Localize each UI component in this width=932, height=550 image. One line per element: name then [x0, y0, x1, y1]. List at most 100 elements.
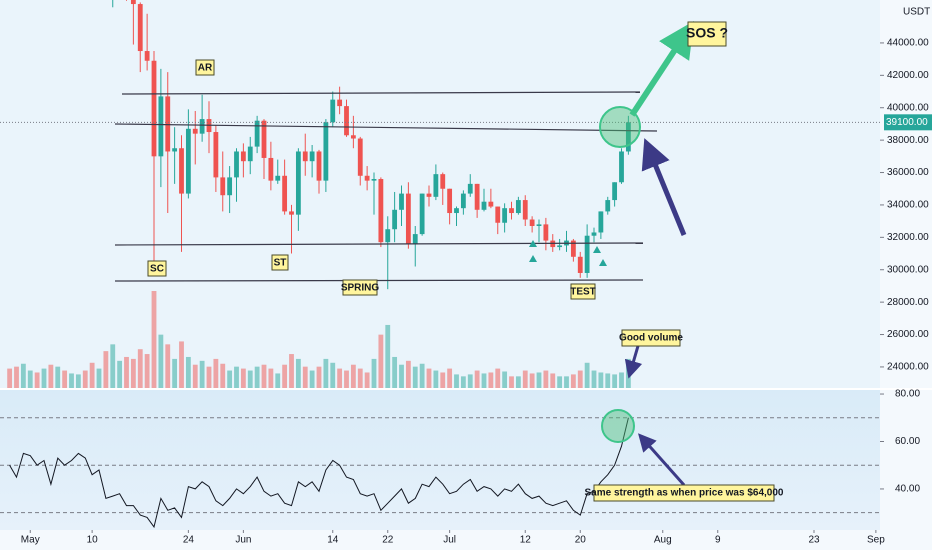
volume-bar	[137, 349, 143, 388]
x-tick-label: Sep	[867, 535, 885, 546]
volume-bar	[474, 370, 480, 388]
candle-body	[584, 235, 590, 273]
volume-bar	[41, 368, 47, 388]
candle-body	[371, 179, 377, 181]
volume-bar	[557, 376, 563, 388]
volume-bar	[151, 291, 157, 388]
candle-body	[460, 193, 466, 209]
candle-body	[337, 99, 343, 107]
candle-body	[598, 211, 604, 233]
signal-markers	[529, 240, 607, 266]
volume-bar	[103, 351, 109, 388]
candle-body	[247, 146, 253, 162]
candle-body	[240, 151, 246, 162]
volume-bar	[316, 366, 322, 388]
volume-bar	[7, 368, 13, 388]
candle-body	[605, 200, 611, 212]
annotation-text: Same strength as when price was $64,000	[585, 488, 784, 499]
volume-bar	[158, 334, 164, 388]
y-tick-label: 32000.00	[887, 232, 929, 243]
volume-bar	[412, 366, 418, 388]
volume-bar	[619, 372, 624, 388]
candle-body	[426, 193, 432, 197]
price-axis	[880, 0, 932, 550]
volume-bar	[364, 372, 370, 388]
volume-bar	[199, 360, 205, 388]
candle-body	[234, 151, 239, 178]
y-tick-label: 34000.00	[887, 200, 929, 211]
candle-body	[529, 219, 535, 226]
volume-bar	[522, 370, 528, 388]
volume-bar	[323, 358, 329, 388]
candle-body	[515, 200, 521, 214]
volume-bar	[426, 368, 432, 388]
rsi-tick-label: 80.00	[895, 389, 920, 400]
volume-bar	[502, 371, 508, 388]
candle-body	[330, 99, 336, 123]
candle-body	[467, 183, 473, 194]
candle-body	[185, 128, 191, 194]
volume-bar	[344, 370, 349, 388]
volume-bar	[144, 354, 150, 388]
x-tick-label: 24	[183, 535, 195, 546]
volume-bar	[447, 368, 453, 388]
volume-bar	[240, 368, 246, 388]
volume-bar	[179, 341, 184, 388]
candle-body	[488, 201, 494, 207]
trend-line	[114, 123, 658, 132]
candle-body	[227, 177, 233, 196]
volume-bar	[481, 373, 487, 388]
highlight-circle	[601, 409, 635, 443]
annotation: Same strength as when price was $64,000	[585, 484, 784, 502]
annotation-text: ST	[274, 258, 287, 269]
candle-body	[392, 209, 398, 230]
candle-body	[454, 208, 459, 214]
volume-bar	[289, 354, 294, 388]
annotation: Good volume	[619, 329, 683, 347]
annotation: SOS ?	[686, 21, 728, 47]
candle-body	[172, 148, 178, 152]
x-tick-label: 10	[87, 535, 99, 546]
volume-bar	[591, 370, 597, 388]
triangle	[529, 240, 537, 247]
candle-body	[357, 138, 363, 176]
candle-body	[612, 182, 618, 201]
annotation: ST	[271, 254, 289, 271]
x-tick-label: Jun	[235, 535, 251, 546]
volume-bar	[564, 376, 569, 388]
y-tick-label: 44000.00	[887, 38, 929, 49]
volume-bar	[165, 344, 171, 388]
volume-bar	[577, 370, 583, 388]
triangle	[593, 246, 601, 253]
candle-body	[151, 60, 157, 157]
price-pane	[0, 0, 880, 388]
volume-bar	[124, 356, 129, 388]
candle-body	[302, 151, 308, 162]
candle-body	[192, 128, 198, 134]
candle-body	[440, 174, 446, 189]
rsi-line	[9, 417, 629, 529]
volume-bar	[330, 362, 336, 388]
candle-body	[378, 179, 384, 243]
candle-body	[385, 229, 391, 243]
volume-bar	[62, 370, 68, 388]
volume-bar	[282, 364, 288, 388]
volume-bar	[27, 370, 33, 388]
volume-bar	[433, 370, 439, 388]
volume-bar	[275, 373, 281, 388]
candle-body	[543, 224, 549, 241]
rsi-tick-label: 60.00	[895, 436, 920, 447]
volume-bar	[509, 376, 514, 388]
x-tick-label: Jul	[443, 535, 456, 546]
volume-bar	[454, 374, 459, 388]
volume-bar	[488, 372, 494, 388]
volume-bar	[357, 368, 363, 388]
y-tick-label: 36000.00	[887, 167, 929, 178]
candle-body	[179, 148, 184, 194]
volume-bar	[570, 374, 576, 388]
volume-bar	[337, 368, 343, 388]
candle-body	[433, 174, 439, 197]
candle-body	[289, 211, 294, 215]
